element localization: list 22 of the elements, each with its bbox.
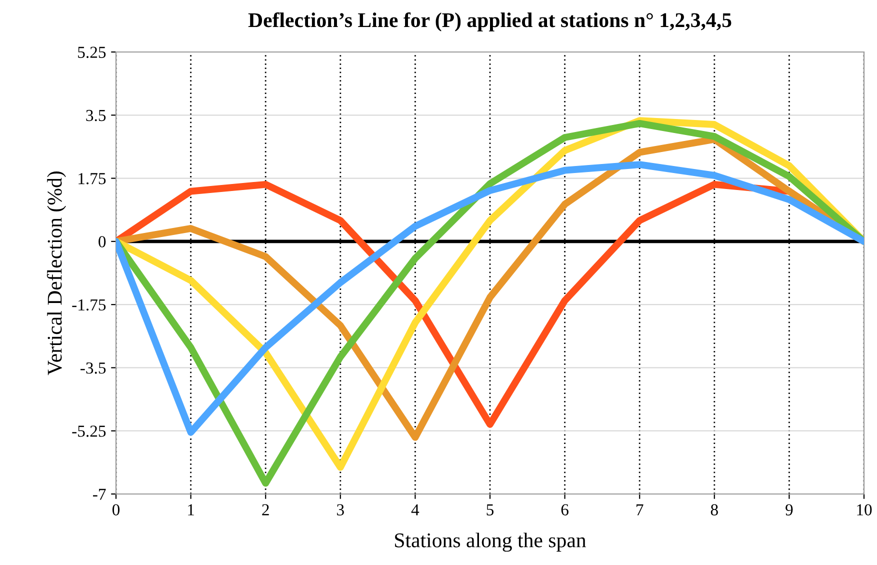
y-tick-label: -1.75 (72, 299, 106, 311)
x-tick-label: 5 (486, 504, 494, 516)
x-tick-label: 8 (710, 504, 718, 516)
y-tick-label: 5.25 (78, 46, 106, 58)
x-tick-label: 9 (786, 504, 793, 516)
y-tick-label: 1.75 (78, 173, 106, 184)
x-tick-label: 10 (857, 504, 872, 516)
y-axis-title: Vertical Deflection (%d) (46, 172, 66, 376)
x-tick-label: 3 (337, 504, 344, 516)
x-tick-label: 1 (188, 504, 194, 516)
x-tick-label: 0 (112, 504, 120, 516)
chart-title: Deflection’s Line for (P) applied at stations n° 1,2,3,4,5 (248, 12, 732, 32)
x-tick-label: 6 (561, 504, 568, 516)
x-tick-label: 4 (411, 504, 420, 516)
x-tick-label: 7 (636, 504, 644, 516)
x-axis-title: Stations along the span (395, 532, 586, 552)
y-tick-label: -3.5 (80, 362, 106, 374)
x-tick-label: 2 (262, 504, 269, 516)
y-tick-label: 3.5 (86, 110, 106, 122)
y-tick-label: 0 (98, 236, 106, 248)
y-tick-label: -7 (93, 488, 106, 500)
y-tick-label: -5.25 (72, 426, 106, 437)
